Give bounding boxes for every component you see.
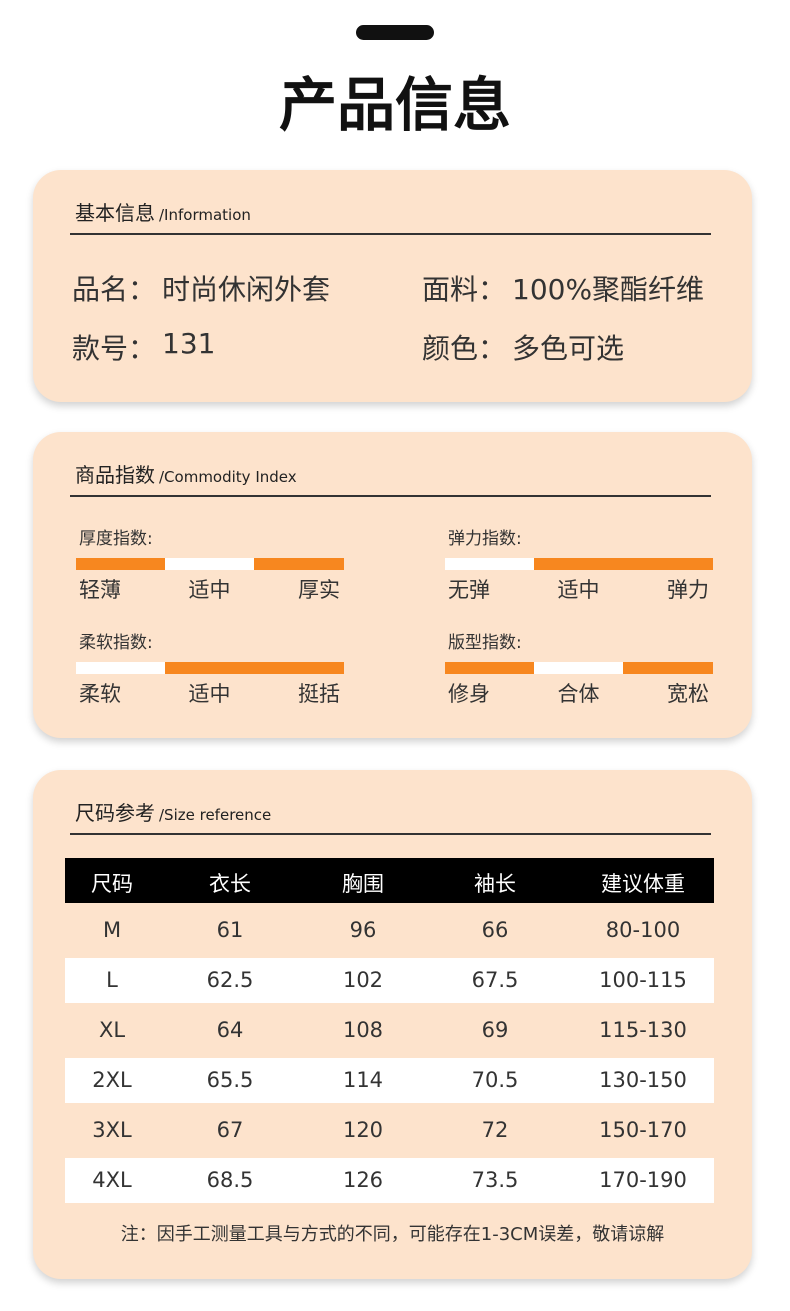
field-label: 品名： <box>72 273 157 306</box>
table-cell: 4XL <box>92 1168 132 1192</box>
table-cell: 67.5 <box>471 968 519 992</box>
field-label: 款号： <box>72 332 157 365</box>
table-header-cell: 衣长 <box>209 872 251 896</box>
subheading: /Information <box>159 206 251 224</box>
index-label: 柔软指数: <box>79 633 153 653</box>
table-cell: 114 <box>342 1068 384 1092</box>
index-segment <box>165 662 255 674</box>
table-cell: 126 <box>342 1168 384 1192</box>
top-pill <box>356 25 434 40</box>
table-cell: XL <box>98 1018 126 1042</box>
index-option: 修身 <box>448 682 490 706</box>
size-card: 尺码参考/Size reference 注：因手工测量工具与方式的不同，可能存在… <box>33 770 752 1279</box>
table-cell: M <box>102 918 122 942</box>
index-segment <box>534 558 624 570</box>
heading: 基本信息/Information <box>75 197 251 226</box>
index-option: 适中 <box>557 578 600 602</box>
table-row-bg <box>65 1158 714 1203</box>
rule <box>70 495 711 497</box>
index-segment <box>254 662 344 674</box>
index-option: 柔软 <box>79 682 121 706</box>
rule <box>70 233 711 235</box>
index-segment <box>623 558 713 570</box>
table-cell: 2XL <box>92 1068 132 1092</box>
table-cell: 68.5 <box>206 1168 254 1192</box>
index-segment <box>445 558 535 570</box>
table-cell: 69 <box>481 1018 509 1042</box>
table-cell: 80-100 <box>605 918 681 942</box>
note: 注：因手工测量工具与方式的不同，可能存在1-3CM误差，敬请谅解 <box>120 1224 665 1245</box>
table-header-cell: 胸围 <box>342 872 384 896</box>
index-segment <box>254 558 344 570</box>
table-cell: 65.5 <box>206 1068 254 1092</box>
field-value: 多色可选 <box>512 332 625 365</box>
index-option: 挺括 <box>298 682 340 706</box>
index-option: 宽松 <box>667 682 709 706</box>
table-header-row <box>65 858 714 903</box>
field-label: 颜色： <box>422 332 507 365</box>
table-cell: 70.5 <box>471 1068 519 1092</box>
table-cell: 62.5 <box>206 968 254 992</box>
table-cell: 96 <box>349 918 377 942</box>
index-segment <box>76 662 166 674</box>
table-cell: 100-115 <box>599 968 687 992</box>
heading-text: 尺码参考 <box>75 801 155 825</box>
index-option: 弹力 <box>667 578 709 602</box>
index-option: 无弹 <box>448 578 490 602</box>
index-option: 厚实 <box>298 578 340 602</box>
table-cell: 130-150 <box>599 1068 687 1092</box>
table-cell: 115-130 <box>599 1018 687 1042</box>
table-cell: 108 <box>342 1018 384 1042</box>
subheading: /Size reference <box>159 806 272 824</box>
index-option: 轻薄 <box>79 578 121 602</box>
table-header-cell: 建议体重 <box>601 872 685 896</box>
index-segment <box>76 558 166 570</box>
index-segment <box>623 662 713 674</box>
table-cell: 73.5 <box>471 1168 519 1192</box>
index-label: 版型指数: <box>448 633 522 653</box>
heading: 尺码参考/Size reference <box>75 797 271 826</box>
table-row-bg <box>65 958 714 1003</box>
table-cell: 102 <box>342 968 384 992</box>
index-label: 弹力指数: <box>448 529 522 549</box>
index-segment <box>165 558 255 570</box>
heading: 商品指数/Commodity Index <box>75 459 297 488</box>
table-cell: 61 <box>216 918 244 942</box>
index-card: 商品指数/Commodity Index 厚度指数: 轻薄 适中 厚实 弹力指数: 无弹适… <box>33 432 752 738</box>
subheading: /Commodity Index <box>159 468 297 486</box>
field-value: 时尚休闲外套 <box>162 273 331 306</box>
table-cell: 3XL <box>92 1118 132 1142</box>
table-cell: 67 <box>216 1118 244 1142</box>
basic-card: 基本信息/Information 品名： 时尚休闲外套 面料： 100%聚酯纤维款号：… <box>33 170 752 402</box>
rule <box>70 833 711 835</box>
index-option: 合体 <box>557 682 600 706</box>
page-title: 产品信息 <box>278 71 511 139</box>
table-cell: L <box>106 968 118 992</box>
index-segment <box>445 662 535 674</box>
heading-text: 商品指数 <box>75 463 155 487</box>
table-cell: 64 <box>216 1018 244 1042</box>
table-header-cell: 尺码 <box>91 872 133 896</box>
index-option: 适中 <box>188 682 231 706</box>
table-cell: 170-190 <box>599 1168 687 1192</box>
index-label: 厚度指数: <box>79 529 153 549</box>
index-segment <box>534 662 624 674</box>
field-label: 面料： <box>422 273 507 306</box>
field-value: 100%聚酯纤维 <box>512 273 705 306</box>
table-row-bg <box>65 1058 714 1103</box>
table-cell: 150-170 <box>599 1118 687 1142</box>
heading-text: 基本信息 <box>75 201 155 225</box>
table-cell: 66 <box>481 918 509 942</box>
table-header-cell: 袖长 <box>474 872 516 896</box>
index-option: 适中 <box>188 578 231 602</box>
table-cell: 72 <box>481 1118 509 1142</box>
field-value: 131 <box>162 327 216 360</box>
table-cell: 120 <box>342 1118 384 1142</box>
